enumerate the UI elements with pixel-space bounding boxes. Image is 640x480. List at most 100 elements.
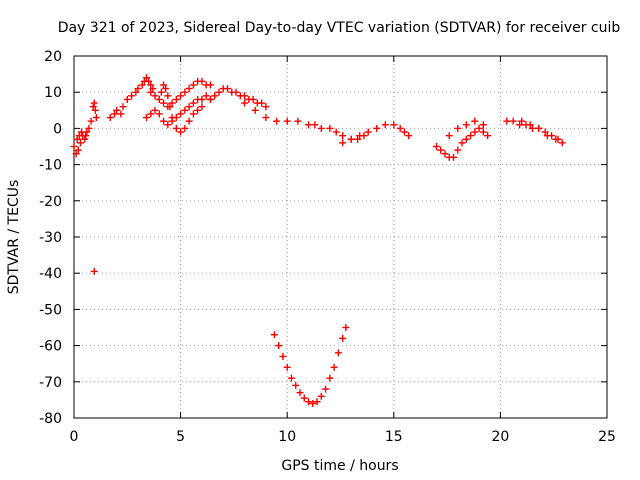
data-point [87,117,95,125]
data-point [313,398,321,406]
data-point [354,135,362,143]
data-point [147,110,155,118]
data-point [437,146,445,154]
data-point [164,92,172,100]
grid-lines [74,56,607,418]
y-tick-label: 20 [44,49,62,65]
data-point [541,128,549,136]
data-point [454,124,462,132]
data-point [85,124,93,132]
data-point [160,117,168,125]
data-point [339,132,347,140]
data-point [292,381,300,389]
data-point [296,389,304,397]
data-point [172,95,180,103]
data-point [273,117,281,125]
data-point [330,363,338,371]
data-point [241,99,249,107]
data-point [373,124,381,132]
data-point [177,92,185,100]
data-point [311,121,319,129]
data-point [128,92,136,100]
data-point [339,334,347,342]
data-point [528,124,536,132]
data-point [356,132,364,140]
x-tick-label: 5 [176,429,185,445]
data-point [471,128,479,136]
data-point [326,374,334,382]
data-point [339,139,347,147]
y-tick-label: -70 [39,375,62,391]
data-point [147,81,155,89]
data-point [454,146,462,154]
data-point [123,95,131,103]
data-point [462,135,470,143]
data-point [283,117,291,125]
data-point [151,106,159,114]
y-tick-label: -50 [39,302,62,318]
data-point [558,139,566,147]
data-point [309,400,317,408]
data-point [445,132,453,140]
data-point [164,121,172,129]
data-point [168,114,176,122]
data-point [90,267,98,275]
data-points [70,74,566,408]
data-point [106,114,114,122]
data-point [462,121,470,129]
data-point [275,342,283,350]
x-tick-label: 20 [491,429,509,445]
x-tick-label: 25 [598,429,616,445]
data-point [509,117,517,125]
data-point [142,74,150,82]
y-tick-label: -20 [39,194,62,210]
data-point [198,95,206,103]
data-point [160,99,168,107]
data-point [76,139,84,147]
data-point [503,117,511,125]
data-point [405,132,413,140]
data-point [441,150,449,158]
data-point [232,88,240,96]
data-point [189,110,197,118]
data-point [342,324,350,331]
data-point [145,77,153,85]
data-point [132,88,140,96]
data-point [147,88,155,96]
data-point [206,81,214,89]
data-point [92,114,100,122]
data-point [526,121,534,129]
data-point [189,99,197,107]
data-point [162,85,170,93]
data-point [258,99,266,107]
data-point [89,103,97,111]
data-point [364,128,372,136]
data-point [262,114,270,122]
data-point [157,88,165,96]
data-point [202,92,210,100]
data-point [215,88,223,96]
data-point [543,132,551,140]
data-point [479,121,487,129]
x-tick-label: 0 [70,429,79,445]
data-point [249,95,257,103]
data-point [194,106,202,114]
data-point [177,128,185,136]
data-point [185,117,193,125]
y-tick-label: -60 [39,339,62,355]
data-point [479,128,487,136]
data-point [283,363,291,371]
x-tick-label: 10 [278,429,296,445]
data-point [138,81,146,89]
data-point [467,132,475,140]
x-tick-label: 15 [385,429,403,445]
data-point [90,99,98,107]
data-point [471,117,479,125]
data-point [251,106,259,114]
data-point [396,124,404,132]
data-point [516,121,524,129]
x-axis-label: GPS time / hours [281,458,398,474]
y-tick-label: -30 [39,230,62,246]
